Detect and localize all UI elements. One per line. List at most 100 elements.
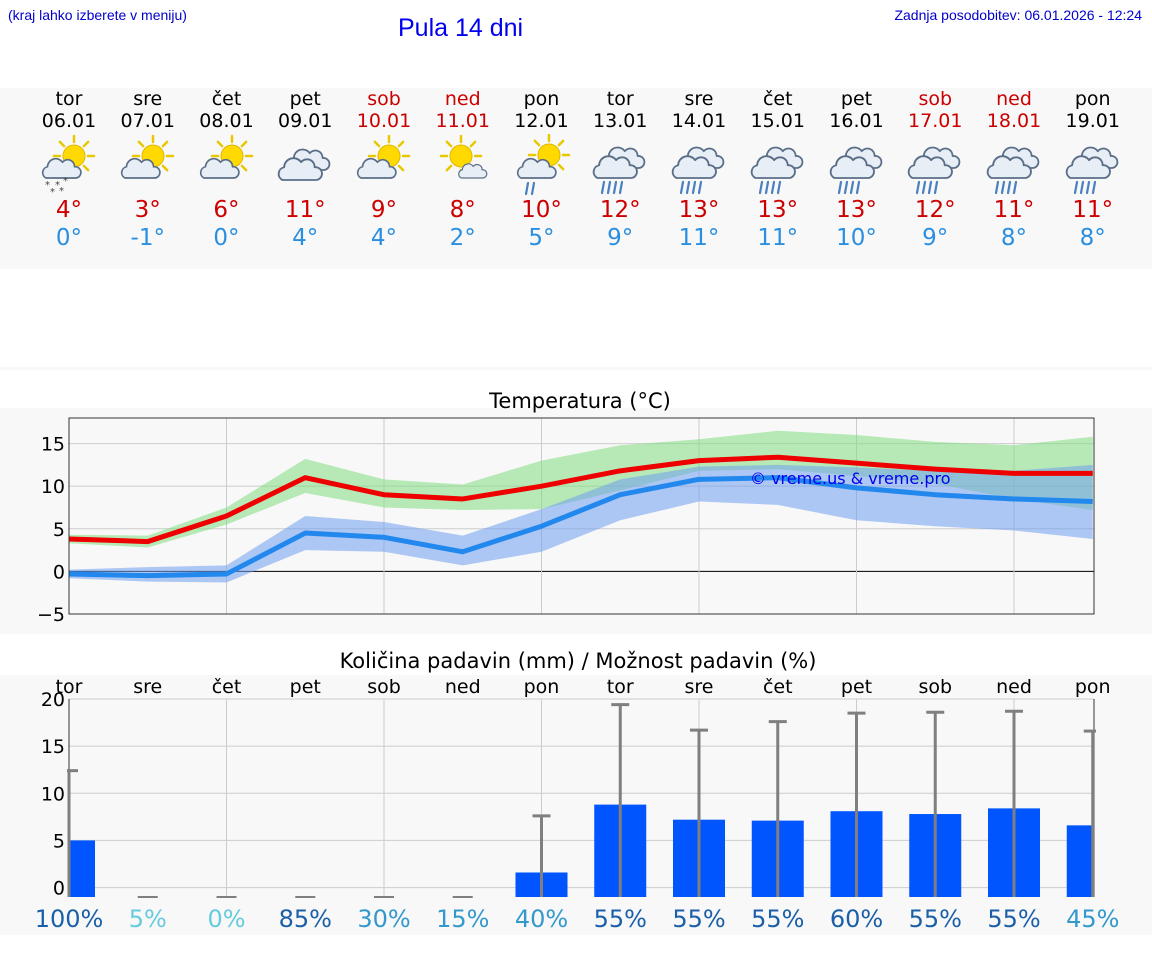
day-date: 10.01 bbox=[356, 110, 412, 132]
temperature-chart: 15 10 5 0 −5 © vreme.us & vreme.pro bbox=[37, 417, 1095, 626]
day-date: 16.01 bbox=[829, 110, 884, 132]
precip-day-label: sob bbox=[918, 676, 952, 698]
temp-ytick-label: −5 bbox=[37, 604, 65, 626]
day-column: sob 17.01 12° 9° bbox=[896, 88, 975, 268]
day-column: pon 12.01 10° 5° bbox=[502, 88, 581, 268]
watermark: © vreme.us & vreme.pro bbox=[750, 469, 951, 488]
temp-ytick-label: 10 bbox=[41, 476, 65, 498]
day-column: čet 15.01 13° 11° bbox=[738, 88, 817, 268]
precip-day-label: čet bbox=[763, 676, 793, 698]
day-name: pet bbox=[840, 88, 873, 110]
precip-probability: 5% bbox=[129, 905, 167, 933]
temp-min: 2° bbox=[449, 225, 476, 251]
sun-cloud-icon bbox=[199, 134, 253, 179]
precipitation-chart-title: Količina padavin (mm) / Možnost padavin … bbox=[340, 649, 817, 673]
day-name: čet bbox=[762, 88, 793, 110]
temp-max: 10° bbox=[521, 197, 562, 223]
precip-bar bbox=[1066, 825, 1094, 897]
day-column: tor 06.01 * * * * * 4° 0° bbox=[30, 88, 109, 268]
cloud-rain-icon bbox=[671, 146, 725, 195]
sun-cloud-snow-icon: * * ** * bbox=[41, 134, 96, 196]
precip-day-label: pon bbox=[524, 676, 560, 698]
temp-max-line bbox=[68, 454, 1093, 545]
precip-probability: 55% bbox=[987, 905, 1040, 933]
temp-ytick-label: 0 bbox=[53, 561, 65, 583]
cloud-rain-icon bbox=[908, 146, 961, 195]
temp-min: 0° bbox=[55, 225, 83, 251]
precip-probability: 55% bbox=[594, 905, 647, 933]
day-column: pet 16.01 13° 10° bbox=[817, 88, 896, 268]
precip-probability: 85% bbox=[279, 905, 332, 933]
day-name: ned bbox=[996, 88, 1032, 110]
day-date: 11.01 bbox=[435, 110, 490, 132]
temp-ytick-label: 5 bbox=[53, 519, 65, 541]
temp-min: 5° bbox=[528, 225, 555, 251]
precip-ytick-label: 15 bbox=[41, 736, 65, 758]
temp-min: 4° bbox=[292, 225, 319, 251]
day-date: 08.01 bbox=[199, 110, 254, 132]
temp-max: 11° bbox=[993, 197, 1035, 223]
day-name: sob bbox=[918, 88, 953, 110]
precip-day-label: čet bbox=[212, 676, 242, 698]
temp-min: 8° bbox=[1000, 225, 1028, 251]
day-date: 06.01 bbox=[41, 110, 97, 132]
temp-max: 4° bbox=[55, 197, 83, 223]
temp-min-band bbox=[69, 464, 1093, 583]
svg-text:*: * bbox=[45, 180, 50, 191]
temp-max: 9° bbox=[370, 197, 398, 223]
cloudy-icon bbox=[278, 148, 331, 181]
region-menu-hint: (kraj lahko izberete v meniju) bbox=[8, 7, 187, 23]
day-name: tor bbox=[606, 88, 634, 110]
precip-ytick-label: 0 bbox=[53, 878, 65, 900]
day-date: 14.01 bbox=[671, 110, 727, 132]
precip-bar bbox=[69, 840, 95, 897]
day-column: ned 11.01 8° 2° bbox=[423, 88, 502, 268]
precip-probability: 55% bbox=[909, 905, 962, 933]
days-band bbox=[0, 88, 1152, 269]
day-column: sre 07.01 3° -1° bbox=[108, 88, 187, 268]
cloud-rain-icon bbox=[1065, 146, 1119, 195]
precip-probability: 100% bbox=[35, 905, 104, 933]
cloud-rain-icon bbox=[829, 146, 882, 195]
temp-max: 12° bbox=[599, 197, 641, 223]
temp-min: 4° bbox=[370, 225, 398, 251]
day-name: pon bbox=[1074, 88, 1111, 110]
svg-text:*: * bbox=[55, 180, 60, 191]
precip-ytick-label: 10 bbox=[41, 783, 65, 805]
day-column: pet 09.01 11° 4° bbox=[266, 88, 345, 268]
sun-small-cloud-icon bbox=[439, 134, 488, 179]
precip-probability: 30% bbox=[357, 905, 410, 933]
sun-cloud-rain-icon bbox=[516, 134, 570, 196]
temp-min: 10° bbox=[836, 225, 877, 251]
sun-cloud-icon bbox=[120, 134, 174, 179]
precip-day-label: ned bbox=[996, 676, 1032, 698]
day-column: tor 13.01 12° 9° bbox=[581, 88, 660, 268]
day-date: 12.01 bbox=[514, 110, 569, 132]
temp-max: 11° bbox=[1072, 197, 1114, 223]
day-name: sre bbox=[684, 88, 714, 110]
day-name: pon bbox=[523, 88, 560, 110]
day-column: ned 18.01 11° 8° bbox=[975, 88, 1054, 268]
sun-cloud-icon bbox=[356, 134, 411, 179]
temp-max: 13° bbox=[757, 197, 799, 223]
precip-probability: 40% bbox=[515, 905, 568, 933]
temp-max: 13° bbox=[836, 197, 877, 223]
cloud-rain-icon bbox=[986, 146, 1040, 195]
day-date: 09.01 bbox=[278, 110, 333, 132]
precip-probability: 45% bbox=[1066, 905, 1119, 933]
day-column: čet 08.01 6° 0° bbox=[187, 88, 266, 268]
temp-min: 11° bbox=[678, 225, 720, 251]
daily-forecast: tor 06.01 * * * * * 4° 0° sre 07.01 3° -1° čet 08.01… bbox=[0, 88, 1152, 268]
temp-min: 0° bbox=[213, 225, 240, 251]
precip-probability: 55% bbox=[672, 905, 725, 933]
temp-max: 13° bbox=[678, 197, 720, 223]
day-date: 15.01 bbox=[750, 110, 805, 132]
precipitation-chart: 20 15 10 5 0 tor sre čet pet sob ned pon tor sre čet pe… bbox=[35, 676, 1120, 933]
precip-day-label: sre bbox=[685, 676, 714, 698]
last-updated: Zadnja posodobitev: 06.01.2026 - 12:24 bbox=[894, 7, 1142, 23]
precip-ytick-label: 20 bbox=[41, 689, 65, 711]
day-name: čet bbox=[211, 88, 242, 110]
temp-min: 9° bbox=[607, 225, 634, 251]
day-column: sob 10.01 9° 4° bbox=[345, 88, 424, 268]
precip-day-label: tor bbox=[56, 676, 83, 698]
